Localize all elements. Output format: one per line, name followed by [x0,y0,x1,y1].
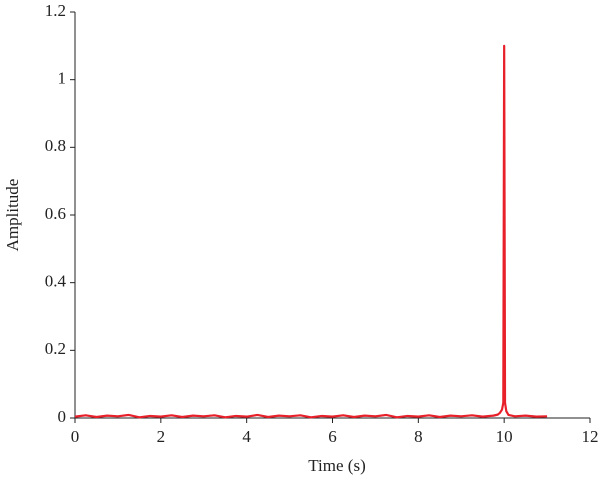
x-tick-label: 2 [157,427,166,446]
y-tick-label: 0.4 [45,272,67,291]
y-axis-label: Amplitude [3,179,22,252]
x-tick-label: 0 [71,427,80,446]
x-tick-label: 12 [582,427,599,446]
y-tick-label: 0.8 [45,136,66,155]
x-tick-label: 4 [242,427,251,446]
data-line [74,44,548,419]
y-tick-label: 0 [58,407,67,426]
x-axis-label: Time (s) [308,456,365,475]
x-tick-label: 8 [414,427,423,446]
y-tick-label: 0.2 [45,339,66,358]
y-tick-label: 1.2 [45,1,66,20]
x-tick-label: 6 [328,427,337,446]
x-tick-label: 10 [496,427,513,446]
y-tick-label: 0.6 [45,204,66,223]
y-tick-label: 1 [58,69,67,88]
